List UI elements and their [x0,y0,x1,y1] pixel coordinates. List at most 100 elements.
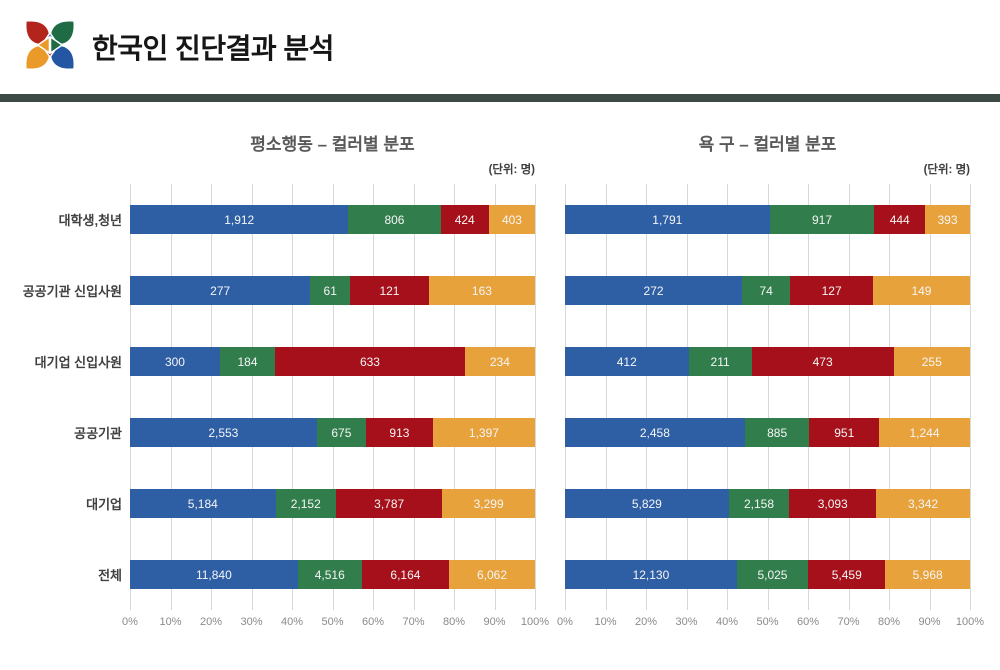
bar-value-label: 74 [759,283,773,298]
bar-rows: 1,791 917 444 393 272 74 127 149 412 211 473 255 2,4… [565,184,970,610]
category-label: 공공기관 [74,426,122,441]
bar-segment-orange: 5,968 [885,560,970,589]
bar-value-label: 675 [331,425,352,440]
x-tick-label: 90% [483,616,506,628]
x-tick-label: 80% [877,616,901,628]
bar-segment-blue: 277 [130,276,311,305]
bar-value-label: 3,093 [817,496,848,511]
bar-value-label: 255 [921,354,942,369]
x-tick-label: 90% [918,616,941,628]
bar-value-label: 5,459 [831,567,862,582]
gridline [646,184,647,610]
stacked-bar: 2,553 675 913 1,397 [130,418,535,447]
bar-segment-green: 2,152 [275,489,336,518]
bar-value-label: 412 [616,354,637,369]
bar-value-label: 2,553 [208,425,239,440]
stacked-bar: 412 211 473 255 [565,347,970,376]
x-tick-label: 60% [361,616,385,628]
bar-segment-green: 917 [769,205,875,234]
bar-value-label: 3,787 [374,496,405,511]
bar-rows: 1,912 806 424 403 277 61 121 163 300 184 633 234 2,5… [130,184,535,610]
category-label: 전체 [98,568,122,583]
bar-segment-orange: 163 [428,276,535,305]
bar-segment-green: 5,025 [736,560,809,589]
bar-value-label: 3,299 [473,496,504,511]
bar-row: 300 184 633 234 [130,326,535,397]
x-tick-label: 30% [240,616,263,628]
bar-value-label: 951 [834,425,855,440]
slide-header: 한국인 진단결과 분석 [0,0,1000,94]
category-label: 대기업 신입사원 [34,355,122,370]
x-axis: 0% 10% 20% 30% 40% 50% 60% 70% 80% 90% 100% [557,616,984,632]
bar-segment-red: 3,093 [789,489,877,518]
x-tick-label: 20% [199,616,223,628]
bar-segment-green: 2,158 [728,489,790,518]
bar-value-label: 5,829 [631,496,662,511]
bar-value-label: 211 [710,354,730,369]
bar-segment-green: 74 [742,276,791,305]
gridline [767,184,769,610]
bar-value-label: 424 [454,212,475,227]
x-tick-label: 10% [594,616,617,628]
bar-segment-green: 184 [219,347,276,376]
gridline [332,184,334,610]
unit-label: (단위: 명) [923,164,970,176]
gridline [605,184,607,610]
bar-row: 412 211 473 255 [565,326,970,397]
bar-value-label: 444 [889,212,910,227]
bar-segment-green: 211 [688,347,752,376]
bar-value-label: 633 [359,354,380,369]
x-tick-label: 0% [122,616,138,628]
bar-value-label: 127 [821,283,842,298]
stacked-bar: 5,829 2,158 3,093 3,342 [565,489,970,518]
x-tick-label: 0% [557,616,573,628]
bar-segment-red: 633 [275,347,465,376]
bar-row: 277 61 121 163 [130,255,535,326]
gridline [727,184,728,610]
bar-row: 1,791 917 444 393 [565,184,970,255]
bar-value-label: 2,458 [639,425,670,440]
category-label: 대학생,청년 [58,213,122,228]
bar-row: 5,184 2,152 3,787 3,299 [130,468,535,539]
bar-value-label: 4,516 [314,567,345,582]
x-tick-label: 40% [280,616,304,628]
x-tick-label: 50% [756,616,779,628]
bar-segment-orange: 6,062 [449,560,535,589]
bar-value-label: 121 [379,283,400,298]
bar-segment-red: 6,164 [361,560,450,589]
bar-segment-green: 61 [310,276,351,305]
gridline [170,184,172,610]
bar-value-label: 885 [767,425,788,440]
bar-segment-red: 473 [751,347,894,376]
bar-segment-orange: 149 [872,276,970,305]
bar-value-label: 917 [811,212,832,227]
bar-value-label: 5,968 [912,567,943,582]
bar-value-label: 2,152 [290,496,321,511]
stacked-bar: 300 184 633 234 [130,347,535,376]
bar-row: 2,553 675 913 1,397 [130,397,535,468]
bar-segment-blue: 2,458 [565,418,745,447]
bar-segment-orange: 255 [893,347,970,376]
bar-segment-red: 121 [350,276,429,305]
bar-row: 272 74 127 149 [565,255,970,326]
page-title: 한국인 진단결과 분석 [92,33,334,64]
gridline [494,184,496,610]
x-tick-label: 10% [159,616,182,628]
bar-row: 1,912 806 424 403 [130,184,535,255]
bar-segment-orange: 403 [488,205,535,234]
bar-value-label: 393 [937,212,958,227]
bar-segment-green: 675 [316,418,367,447]
stacked-bar: 277 61 121 163 [130,276,535,305]
bar-value-label: 403 [501,212,522,227]
stacked-bar: 272 74 127 149 [565,276,970,305]
bar-segment-red: 913 [366,418,433,447]
x-tick-label: 70% [837,616,860,628]
bar-segment-blue: 1,912 [130,205,349,234]
unit-label: (단위: 명) [488,164,535,176]
gridline [251,184,253,610]
bar-segment-blue: 300 [130,347,220,376]
gridline [848,184,850,610]
plot-area: 1,791 917 444 393 272 74 127 149 412 211 473 255 2,4… [565,184,971,610]
bar-value-label: 184 [237,354,258,369]
bar-value-label: 6,062 [477,567,508,582]
